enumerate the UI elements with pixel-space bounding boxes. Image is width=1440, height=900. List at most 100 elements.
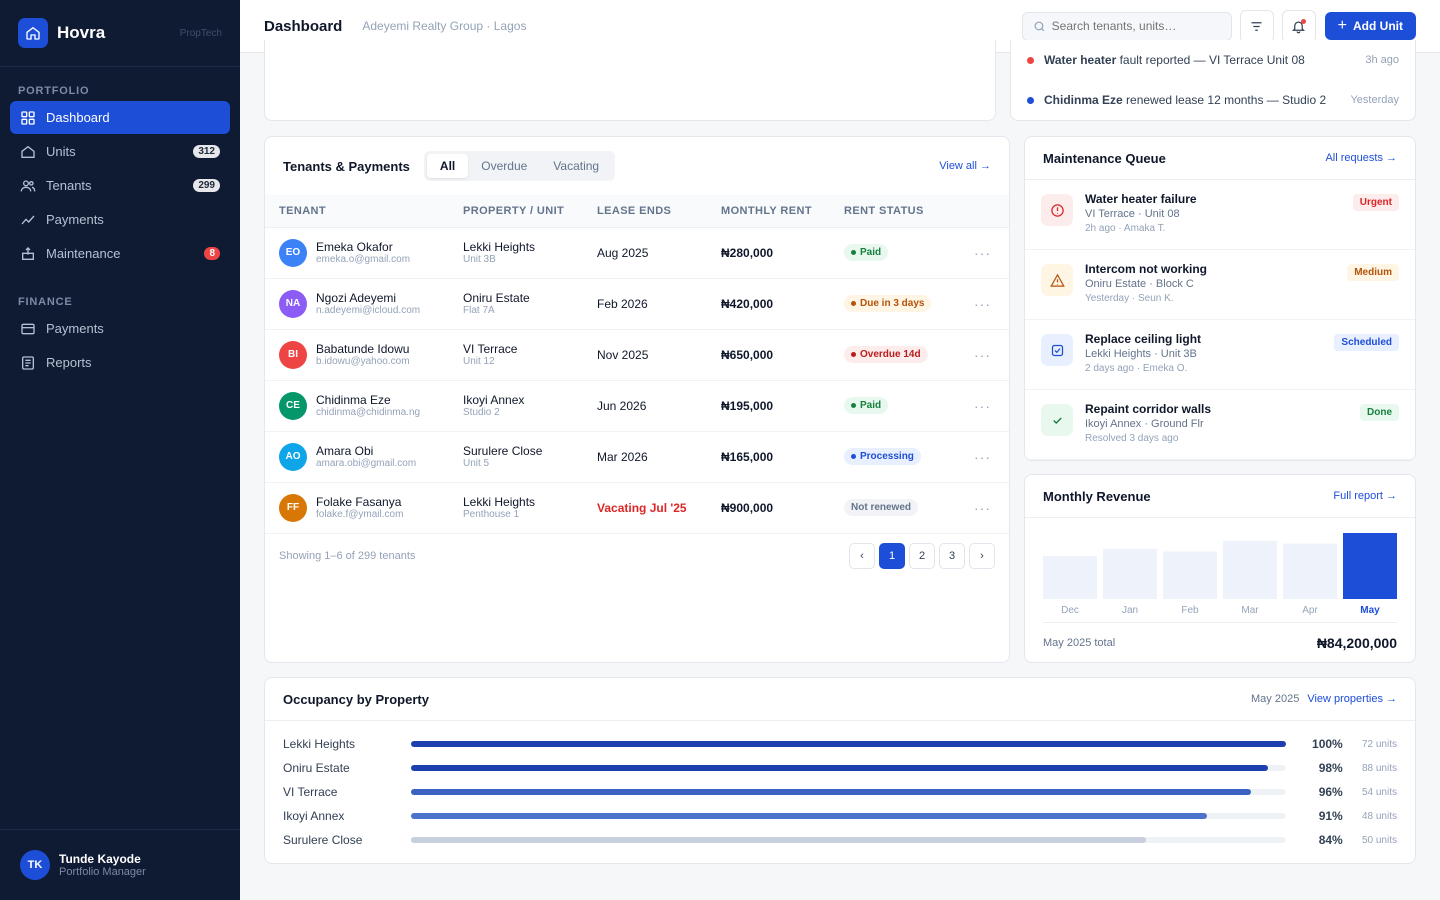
more-options-icon[interactable]: ··· [974, 295, 991, 312]
tab-vacating[interactable]: Vacating [553, 159, 600, 173]
revenue-title: Monthly Revenue [1043, 488, 1151, 504]
sidebar-item-units[interactable]: Units 312 [10, 135, 230, 168]
tab-all[interactable]: All [426, 154, 469, 178]
all-requests-link[interactable]: All requests → [1325, 152, 1397, 164]
occupancy-row[interactable]: Ikoyi Annex 91% 48 units [283, 806, 1397, 826]
occupancy-row[interactable]: Surulere Close 84% 50 units [283, 830, 1397, 850]
user-role: Portfolio Manager [59, 866, 146, 878]
revenue-tick-label: Dec [1061, 605, 1079, 616]
table-row[interactable]: BI Babatunde Idowu b.idowu@yahoo.com VI … [265, 329, 1009, 381]
tenant-cell: EO Emeka Okafor emeka.o@gmail.com [265, 227, 449, 279]
more-options-icon[interactable]: ··· [974, 397, 991, 414]
col-tenant[interactable]: TENANT [265, 195, 449, 228]
tenant-email: chidinma@chidinma.ng [316, 407, 421, 418]
revenue-bar-chart: Dec Jan Feb Mar Apr May [1043, 533, 1397, 616]
more-options-icon[interactable]: ··· [974, 448, 991, 465]
table-row[interactable]: NA Ngozi Adeyemi n.adeyemi@icloud.com On… [265, 278, 1009, 330]
revenue-bar-feb[interactable] [1163, 551, 1217, 599]
check-icon [1041, 404, 1073, 436]
nav-section-finance: FINANCE [18, 296, 73, 308]
tenant-name: Folake Fasanya [316, 495, 402, 509]
sidebar-item-dashboard[interactable]: Dashboard [10, 101, 230, 134]
full-report-link[interactable]: Full report → [1333, 490, 1397, 502]
property-name: Lekki Heights [463, 495, 536, 509]
activity-item[interactable]: Chidinma Eze renewed lease 12 months — S… [1011, 80, 1415, 120]
occupancy-row[interactable]: Lekki Heights 100% 72 units [283, 734, 1397, 754]
occupancy-row[interactable]: VI Terrace 96% 54 units [283, 782, 1397, 802]
more-options-icon[interactable]: ··· [974, 244, 991, 261]
maintenance-meta: 2 days ago · Emeka O. [1085, 363, 1188, 374]
more-options-icon[interactable]: ··· [974, 346, 991, 363]
sidebar-item-maintenance[interactable]: Maintenance 8 [10, 237, 230, 270]
activity-dot [1027, 96, 1034, 104]
actions-cell: ··· [960, 329, 1009, 381]
view-all-link[interactable]: View all → [939, 160, 991, 172]
revenue-bar-jan[interactable] [1103, 548, 1157, 599]
page-3-button[interactable]: 3 [939, 542, 965, 569]
col-lease[interactable]: LEASE ENDS [583, 195, 707, 228]
table-row[interactable]: CE Chidinma Eze chidinma@chidinma.ng Iko… [265, 380, 1009, 432]
sidebar-item-finance-payments[interactable]: Payments [10, 312, 230, 345]
revenue-tick-label: Feb [1181, 605, 1199, 616]
activity-text: Water heater fault reported — VI Terrace… [1044, 53, 1305, 67]
table-row[interactable]: FF Folake Fasanya folake.f@ymail.com Lek… [265, 482, 1009, 534]
maintenance-item[interactable]: Intercom not working Oniru Estate · Bloc… [1025, 250, 1415, 320]
revenue-bar-mar[interactable] [1223, 540, 1277, 599]
maintenance-item[interactable]: Water heater failure VI Terrace · Unit 0… [1025, 180, 1415, 250]
sidebar-item-label: Tenants [46, 178, 92, 193]
notifications-button[interactable] [1281, 9, 1316, 43]
filter-button[interactable] [1239, 9, 1274, 43]
house-logo-icon [18, 18, 48, 48]
col-rent[interactable]: MONTHLY RENT [707, 195, 830, 228]
sidebar-item-tenants[interactable]: Tenants 299 [10, 169, 230, 202]
unit-name: Unit 12 [463, 356, 495, 367]
occupancy-fill [411, 813, 1207, 819]
activity-item[interactable]: Water heater fault reported — VI Terrace… [1011, 40, 1415, 80]
maintenance-item[interactable]: Replace ceiling light Lekki Heights · Un… [1025, 320, 1415, 390]
property-name: Surulere Close [283, 833, 363, 847]
property-name: Lekki Heights [283, 737, 356, 751]
tenants-title: Tenants & Payments [283, 158, 410, 174]
table-row[interactable]: EO Emeka Okafor emeka.o@gmail.com Lekki … [265, 227, 1009, 279]
revenue-bar-may[interactable] [1343, 533, 1397, 599]
actions-cell: ··· [960, 431, 1009, 483]
tenants-table: TENANT PROPERTY / UNIT LEASE ENDS MONTHL… [265, 195, 1009, 534]
tenant-name: Babatunde Idowu [316, 342, 410, 356]
tenant-cell: NA Ngozi Adeyemi n.adeyemi@icloud.com [265, 278, 449, 330]
maintenance-item[interactable]: Repaint corridor walls Ikoyi Annex · Gro… [1025, 390, 1415, 460]
page-1-button[interactable]: 1 [879, 542, 905, 569]
occupancy-percent: 91% [1318, 809, 1343, 823]
prev-page-button[interactable]: ‹ [849, 542, 875, 569]
sidebar-item-label: Dashboard [46, 110, 110, 125]
tab-overdue[interactable]: Overdue [481, 159, 528, 173]
maintenance-location: Ikoyi Annex · Ground Flr [1085, 418, 1204, 430]
occupancy-header: Occupancy by Property May 2025 View prop… [265, 678, 1415, 721]
col-status[interactable]: RENT STATUS [830, 195, 960, 228]
revenue-total-value: ₦84,200,000 [1316, 635, 1397, 651]
monthly-rent: ₦195,000 [707, 380, 830, 432]
col-property[interactable]: PROPERTY / UNIT [449, 195, 583, 228]
sidebar-item-label: Units [46, 144, 76, 159]
unit-name: Flat 7A [463, 305, 495, 316]
add-unit-button[interactable]: + Add Unit [1324, 12, 1416, 40]
add-unit-label: Add Unit [1353, 19, 1403, 33]
next-page-button[interactable]: › [969, 542, 995, 569]
search-box[interactable] [1021, 11, 1232, 41]
user-profile[interactable]: TK Tunde Kayode Portfolio Manager [0, 829, 240, 900]
page-2-button[interactable]: 2 [909, 542, 935, 569]
occupancy-track [411, 741, 1286, 747]
sidebar-item-reports[interactable]: Reports [10, 346, 230, 379]
sidebar-item-payments[interactable]: Payments [10, 203, 230, 236]
occupancy-row[interactable]: Oniru Estate 98% 88 units [283, 758, 1397, 778]
brand[interactable]: Hovra PropTech [0, 0, 240, 67]
status-badge: Overdue 14d [844, 346, 928, 363]
revenue-bar-dec[interactable] [1043, 556, 1097, 599]
search-input[interactable] [1051, 19, 1212, 33]
table-footer: Showing 1–6 of 299 tenants ‹ 1 2 3 › [265, 534, 1009, 578]
revenue-bar-apr[interactable] [1283, 543, 1337, 599]
table-row[interactable]: AO Amara Obi amara.obi@gmail.com Suruler… [265, 431, 1009, 483]
tenant-name: Chidinma Eze [316, 393, 391, 407]
occupancy-fill [411, 789, 1251, 795]
more-options-icon[interactable]: ··· [974, 499, 991, 516]
view-properties-link[interactable]: View properties → [1307, 693, 1397, 705]
